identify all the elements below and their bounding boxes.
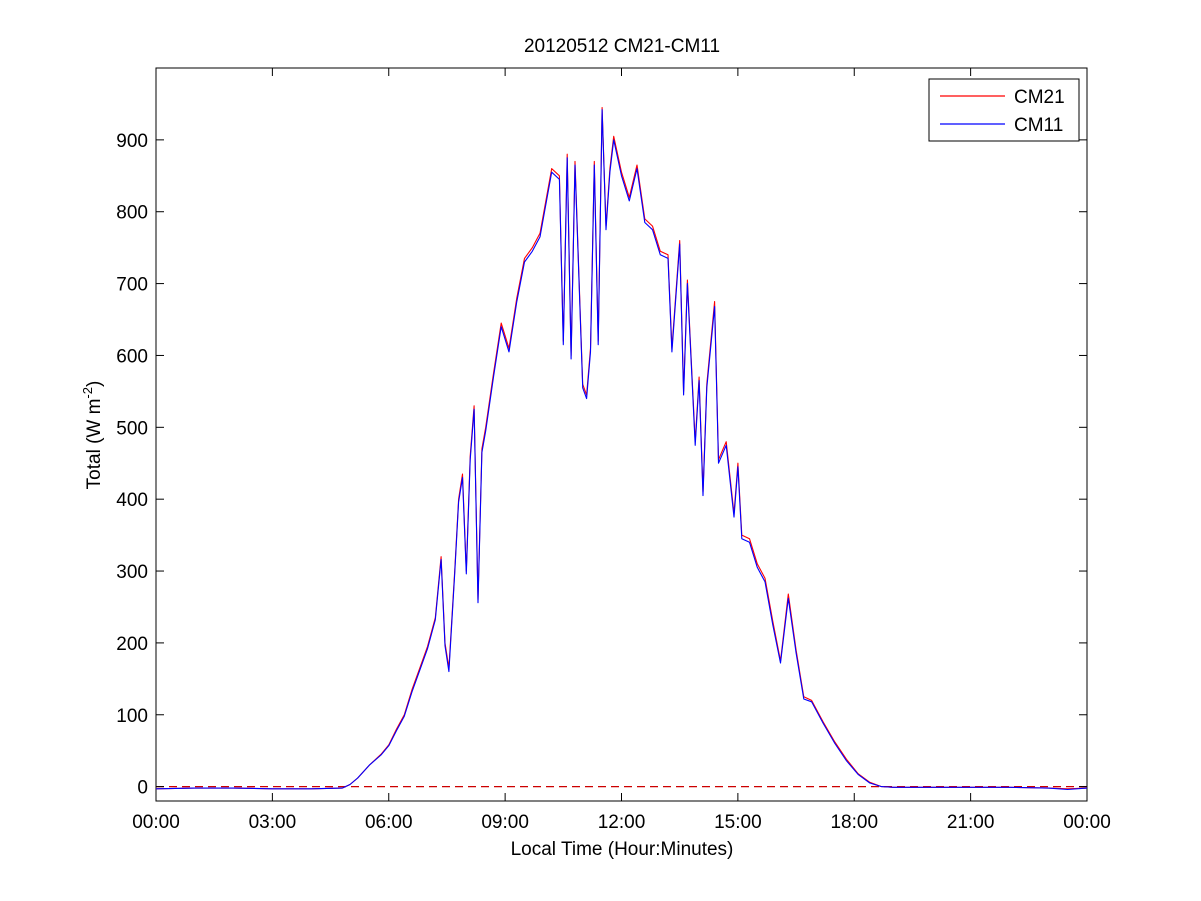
y-tick-label: 800 xyxy=(116,203,148,224)
legend: CM21 CM11 xyxy=(928,78,1080,142)
x-tick-label: 09:00 xyxy=(481,812,529,833)
y-axis-label-superscript: -2 xyxy=(80,387,95,399)
x-tick-label: 06:00 xyxy=(365,812,413,833)
x-tick-label: 03:00 xyxy=(249,812,297,833)
legend-box xyxy=(928,78,1080,142)
y-tick-label: 600 xyxy=(116,346,148,367)
series-line-cm11 xyxy=(155,109,1088,791)
y-tick-label: 700 xyxy=(116,275,148,296)
x-tick-label: 18:00 xyxy=(830,812,878,833)
axes-frame xyxy=(155,67,1088,802)
y-tick-label: 0 xyxy=(137,778,148,799)
y-tick-label: 500 xyxy=(116,418,148,439)
y-axis-label-tail: ) xyxy=(84,381,105,387)
legend-label-cm11: CM11 xyxy=(1014,115,1063,136)
x-tick-label: 12:00 xyxy=(598,812,646,833)
x-tick-label: 00:00 xyxy=(132,812,180,833)
legend-label-cm21: CM21 xyxy=(1014,87,1065,108)
x-tick-label: 15:00 xyxy=(714,812,762,833)
chart-title: 20120512 CM21-CM11 xyxy=(524,36,720,57)
y-axis-label-main: Total (W m xyxy=(84,399,105,490)
y-axis-label: Total (W m-2) xyxy=(80,381,105,490)
x-tick-label: 00:00 xyxy=(1063,812,1111,833)
x-tick-label: 21:00 xyxy=(947,812,995,833)
y-tick-label: 200 xyxy=(116,634,148,655)
y-tick-label: 300 xyxy=(116,562,148,583)
y-tick-label: 400 xyxy=(116,490,148,511)
y-tick-label: 900 xyxy=(116,131,148,152)
y-tick-label: 100 xyxy=(116,706,148,727)
x-axis-label: Local Time (Hour:Minutes) xyxy=(511,839,734,860)
plot-area: 00:00 03:00 06:00 09:00 12:00 15:00 18:00 21:00… xyxy=(116,67,1111,833)
